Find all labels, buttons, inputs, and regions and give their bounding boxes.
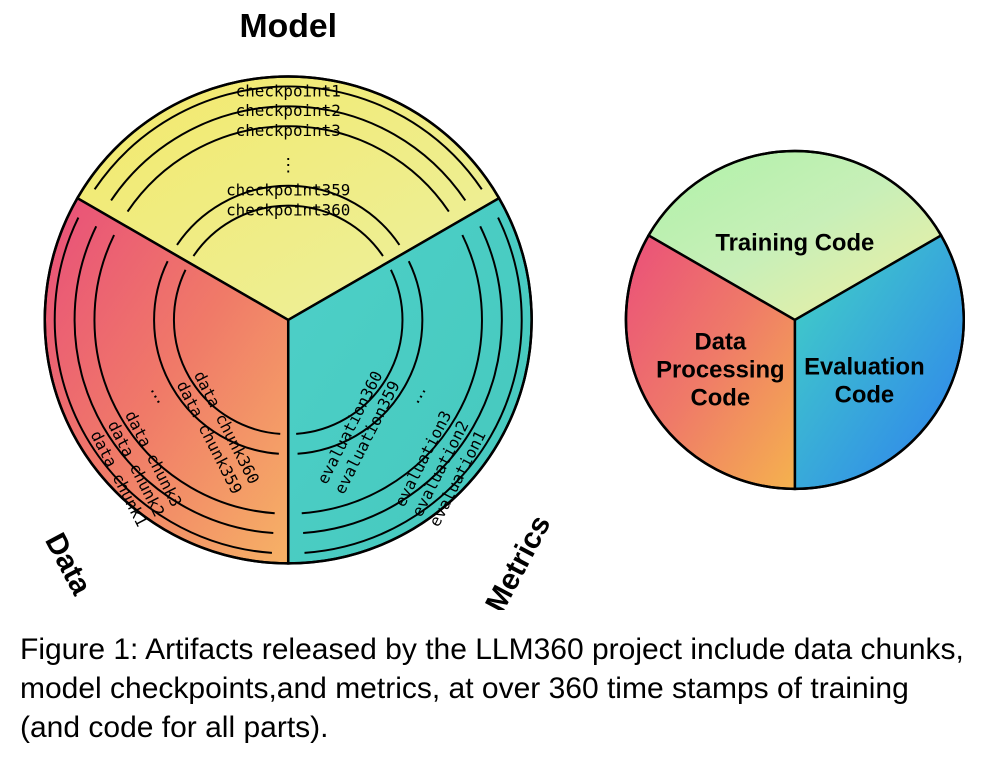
label-training: Training Code xyxy=(716,229,875,256)
ellipsis-icon: ⋮ xyxy=(279,155,297,175)
model-item: checkpoint3 xyxy=(236,121,341,140)
figure-caption: Figure 1: Artifacts released by the LLM3… xyxy=(10,630,984,747)
sector-label-model: Model xyxy=(239,10,337,45)
sector-label-metrics: Metrics xyxy=(479,510,557,610)
figure-container: ModelMetricsData checkpoint1checkpoint2c… xyxy=(10,10,984,747)
sector-label-data: Data xyxy=(38,528,98,601)
right-pie: Training CodeEvaluationCodeDataProcessin… xyxy=(616,10,984,610)
diagram-row: ModelMetricsData checkpoint1checkpoint2c… xyxy=(10,10,984,610)
model-item: checkpoint360 xyxy=(226,201,350,220)
model-item: checkpoint359 xyxy=(226,181,350,200)
model-item: checkpoint2 xyxy=(236,101,341,120)
model-item: checkpoint1 xyxy=(236,81,341,100)
left-pie: ModelMetricsData checkpoint1checkpoint2c… xyxy=(10,10,576,610)
